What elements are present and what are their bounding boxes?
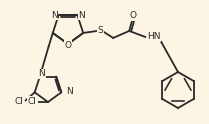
- Text: S: S: [97, 26, 103, 35]
- Text: N: N: [78, 11, 85, 20]
- Text: N: N: [51, 11, 58, 20]
- Text: N: N: [66, 87, 73, 96]
- Text: Cl: Cl: [28, 96, 36, 106]
- Text: N: N: [38, 69, 45, 78]
- Text: Cl: Cl: [14, 97, 23, 106]
- Text: O: O: [130, 11, 137, 20]
- Text: HN: HN: [147, 32, 161, 41]
- Text: O: O: [65, 41, 71, 49]
